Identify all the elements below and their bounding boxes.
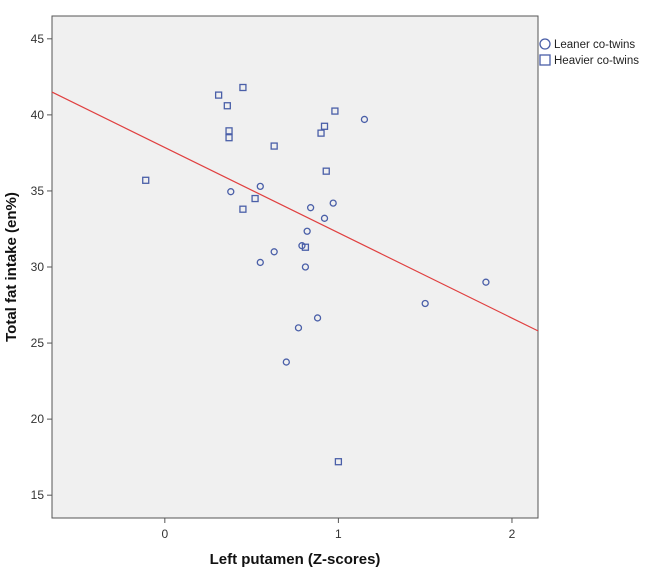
- data-point-square: [270, 142, 278, 150]
- y-tick-label: 30: [31, 260, 45, 274]
- data-point-square: [239, 205, 247, 213]
- data-point-circle: [301, 263, 310, 271]
- legend: Leaner co-twins Heavier co-twins: [539, 38, 639, 67]
- data-point-circle: [270, 248, 278, 256]
- data-point-square: [239, 83, 247, 92]
- plot-area: [51, 15, 539, 519]
- data-point-square: [223, 102, 231, 110]
- data-point-square: [331, 107, 339, 115]
- y-tick-label: 25: [31, 336, 45, 350]
- legend-label: Leaner co-twins: [554, 39, 635, 51]
- plot-background: [51, 15, 539, 519]
- x-tick-label: 1: [335, 527, 342, 541]
- data-point-square: [334, 458, 343, 466]
- legend-label: Heavier co-twins: [554, 55, 639, 67]
- data-point-circle: [320, 214, 329, 222]
- data-point-circle: [306, 204, 315, 212]
- axes-layer: 15 20 25 30 35 40 45 0 1 2: [31, 32, 516, 541]
- data-point-circle: [294, 324, 303, 332]
- x-tick-label: 0: [161, 527, 168, 541]
- data-point-circle: [256, 182, 264, 191]
- data-point-circle: [282, 358, 290, 366]
- fit-line: [51, 91, 539, 332]
- data-point-circle: [329, 199, 337, 207]
- data-point-circle: [360, 115, 369, 124]
- x-tick-label: 2: [509, 527, 516, 541]
- data-point-square: [320, 122, 329, 130]
- data-point-square: [251, 194, 259, 203]
- data-point-circle: [421, 299, 429, 308]
- data-point-circle: [256, 258, 264, 267]
- y-tick-label: 15: [31, 488, 45, 502]
- fit-line-layer: [51, 91, 539, 332]
- points-layer: [142, 83, 490, 466]
- data-point-square: [225, 134, 233, 142]
- x-axis-title: Left putamen (Z-scores): [210, 551, 381, 568]
- legend-marker-square: [539, 54, 551, 66]
- data-point-circle: [303, 227, 311, 235]
- data-point-circle: [482, 278, 490, 286]
- data-point-square: [317, 129, 325, 137]
- legend-marker-circle: [539, 38, 551, 50]
- y-tick-label: 35: [31, 184, 45, 198]
- data-point-circle: [313, 314, 322, 322]
- y-tick-label: 40: [31, 108, 45, 122]
- data-point-square: [301, 243, 310, 251]
- data-point-square: [322, 167, 330, 175]
- y-axis-title: Total fat intake (en%): [3, 192, 20, 342]
- data-point-square: [142, 176, 150, 184]
- data-point-circle: [227, 188, 235, 196]
- y-tick-label: 20: [31, 412, 45, 426]
- y-tick-label: 45: [31, 32, 45, 46]
- data-point-square: [214, 91, 223, 99]
- data-point-square: [225, 127, 233, 135]
